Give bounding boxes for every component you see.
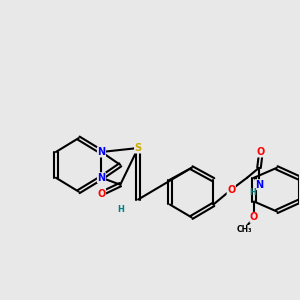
Text: O: O — [227, 184, 236, 195]
Text: H: H — [250, 188, 256, 197]
Text: N: N — [98, 173, 106, 183]
Text: H: H — [117, 205, 124, 214]
Text: O: O — [257, 147, 265, 157]
Text: O: O — [97, 189, 106, 199]
Text: N: N — [98, 147, 106, 157]
Text: O: O — [250, 212, 258, 222]
Text: N: N — [255, 180, 263, 190]
Text: CH₃: CH₃ — [236, 225, 252, 234]
Text: S: S — [134, 143, 142, 153]
